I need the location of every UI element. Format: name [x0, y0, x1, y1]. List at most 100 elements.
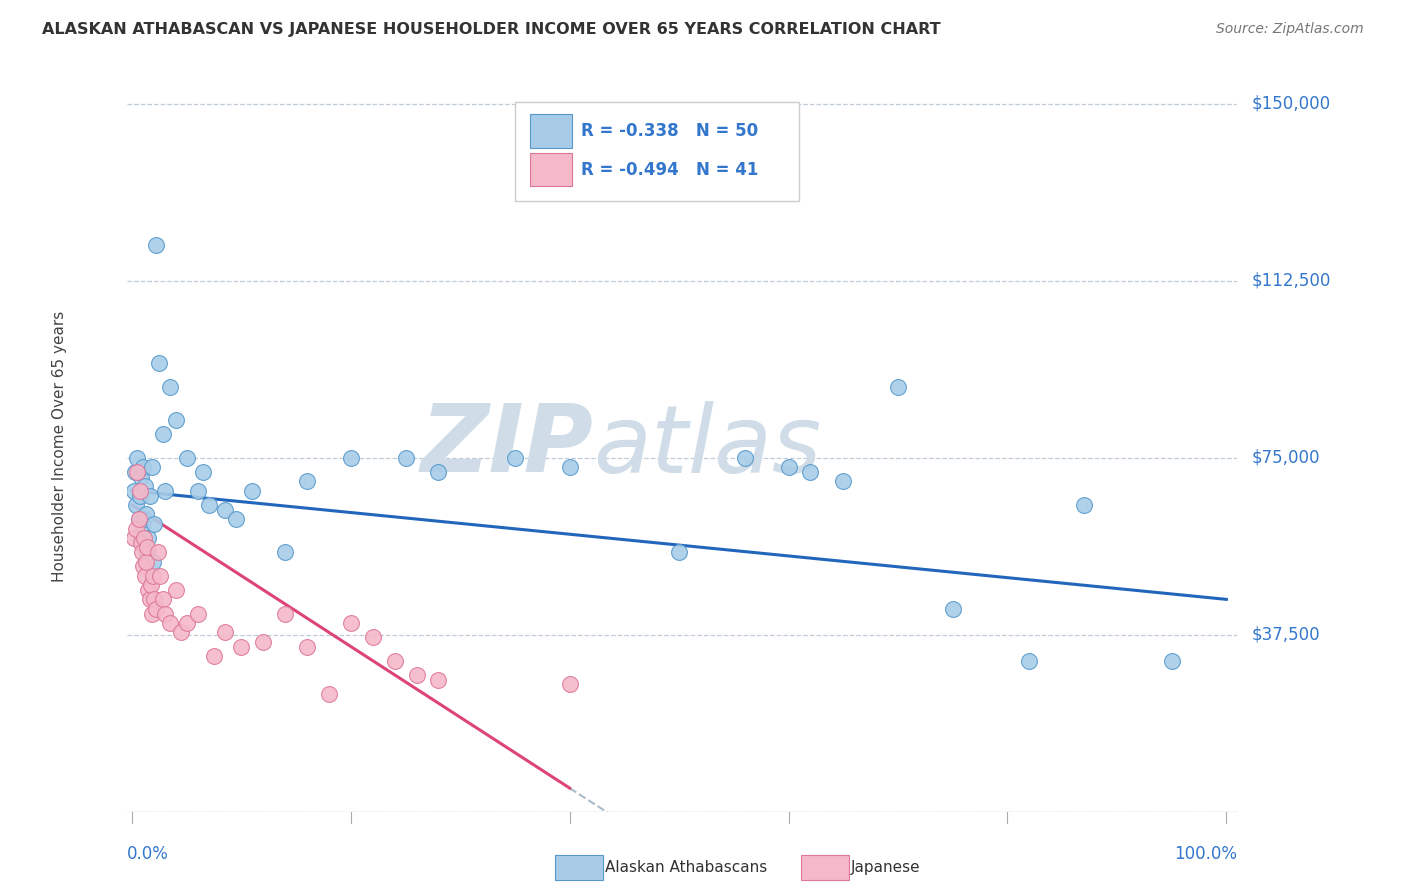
Point: [138, 531, 160, 545]
Point: [165, 582, 187, 597]
Text: R = -0.338   N = 50: R = -0.338 N = 50: [581, 121, 758, 140]
Text: 0.0%: 0.0%: [127, 845, 169, 863]
Text: ZIP: ZIP: [420, 400, 593, 492]
Point: [142, 568, 165, 582]
Text: $75,000: $75,000: [1251, 449, 1320, 467]
Point: [153, 483, 176, 498]
Point: [128, 512, 150, 526]
Point: [125, 498, 148, 512]
Point: [176, 615, 198, 630]
Point: [138, 489, 160, 503]
Point: [134, 568, 156, 582]
Point: [122, 531, 145, 545]
Point: [132, 531, 155, 545]
Point: [127, 465, 149, 479]
Point: [129, 531, 152, 545]
Point: [427, 465, 450, 479]
Point: [832, 475, 855, 489]
Point: [138, 582, 160, 597]
Point: [405, 668, 427, 682]
Point: [887, 380, 910, 394]
Text: Source: ZipAtlas.com: Source: ZipAtlas.com: [1216, 22, 1364, 37]
Point: [148, 545, 170, 559]
Point: [384, 654, 406, 668]
Text: $37,500: $37,500: [1251, 626, 1320, 644]
Point: [214, 502, 236, 516]
Point: [942, 602, 965, 616]
Point: [131, 522, 153, 536]
Point: [1160, 654, 1182, 668]
Point: [136, 545, 159, 559]
Point: [159, 380, 181, 394]
Point: [142, 516, 165, 531]
Point: [132, 512, 155, 526]
Point: [187, 607, 209, 621]
Point: [778, 460, 800, 475]
Text: Alaskan Athabascans: Alaskan Athabascans: [605, 860, 766, 874]
Point: [295, 475, 318, 489]
Point: [318, 687, 340, 701]
Point: [132, 535, 155, 549]
Point: [274, 607, 297, 621]
Point: [231, 640, 253, 654]
Point: [128, 489, 150, 503]
Text: ALASKAN ATHABASCAN VS JAPANESE HOUSEHOLDER INCOME OVER 65 YEARS CORRELATION CHAR: ALASKAN ATHABASCAN VS JAPANESE HOUSEHOLD…: [42, 22, 941, 37]
Point: [225, 512, 247, 526]
Point: [191, 465, 214, 479]
FancyBboxPatch shape: [530, 114, 572, 147]
Point: [135, 508, 157, 522]
Point: [558, 677, 581, 691]
Point: [136, 541, 159, 555]
Point: [170, 625, 193, 640]
Point: [152, 592, 174, 607]
Point: [1018, 654, 1040, 668]
Point: [129, 535, 152, 549]
Point: [128, 512, 150, 526]
Point: [1073, 498, 1095, 512]
Point: [132, 559, 155, 574]
Point: [141, 607, 163, 621]
Point: [394, 450, 416, 465]
FancyBboxPatch shape: [530, 153, 572, 186]
Point: [242, 483, 264, 498]
Point: [252, 635, 274, 649]
Text: Japanese: Japanese: [851, 860, 921, 874]
Point: [159, 615, 181, 630]
Point: [734, 450, 756, 465]
Point: [148, 356, 170, 370]
Point: [149, 568, 172, 582]
Text: Householder Income Over 65 years: Householder Income Over 65 years: [52, 310, 67, 582]
Point: [340, 615, 363, 630]
Point: [134, 479, 156, 493]
Text: 100.0%: 100.0%: [1174, 845, 1237, 863]
Point: [127, 450, 149, 465]
Point: [135, 555, 157, 569]
Point: [214, 625, 236, 640]
Point: [503, 450, 526, 465]
Point: [132, 460, 155, 475]
Point: [153, 607, 176, 621]
Text: atlas: atlas: [593, 401, 821, 491]
Point: [125, 522, 148, 536]
Point: [202, 648, 225, 663]
Point: [139, 578, 162, 592]
Point: [131, 545, 153, 559]
Point: [141, 460, 163, 475]
Point: [558, 460, 581, 475]
Point: [128, 483, 150, 498]
Point: [145, 602, 167, 616]
Point: [129, 469, 152, 483]
Point: [361, 630, 384, 644]
Point: [142, 592, 165, 607]
Point: [165, 413, 187, 427]
Point: [274, 545, 297, 559]
Point: [124, 465, 146, 479]
Text: $112,500: $112,500: [1251, 272, 1330, 290]
Point: [668, 545, 690, 559]
Point: [340, 450, 363, 465]
Point: [197, 498, 219, 512]
Point: [799, 465, 821, 479]
Point: [152, 427, 174, 442]
Point: [142, 555, 165, 569]
Point: [427, 673, 450, 687]
